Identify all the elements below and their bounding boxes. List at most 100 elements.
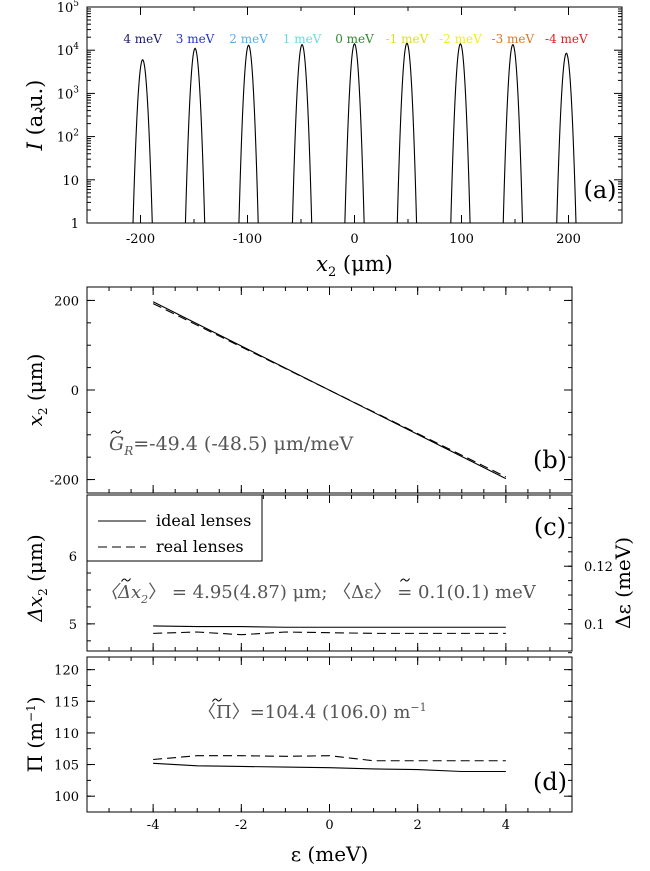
panel-a-x-axis-unit: (μm) bbox=[336, 252, 393, 276]
panel-d-annotation-tilde bbox=[212, 698, 222, 702]
panel-a-y-tick-label: 10 bbox=[62, 174, 79, 189]
panel-a-series-label: -4 meV bbox=[545, 32, 588, 46]
panel-b-annotation-tilde bbox=[110, 430, 122, 434]
panel-c-y-axis-title: Δx2 (μm) bbox=[23, 534, 50, 622]
panel-c-letter: (c) bbox=[534, 513, 566, 541]
panel-a-y-tick-base: 10 bbox=[62, 174, 79, 189]
panel-d-annotation-text: 〈Π〉=104.4 (106.0) m bbox=[198, 702, 410, 723]
panel-d-x-tick-label: -2 bbox=[235, 818, 248, 833]
panel-a-y-tick-base: 10 bbox=[57, 44, 74, 59]
panel-a-peak-2meV bbox=[238, 44, 259, 224]
panel-d-x-tick-label: -4 bbox=[147, 818, 160, 833]
panel-c-annotation-sub: 2 bbox=[140, 593, 148, 606]
panel-a-y-tick-label: 105 bbox=[57, 0, 80, 16]
panel-a-y-tick-base: 10 bbox=[57, 87, 74, 102]
panel-a-series-label: 3 meV bbox=[176, 32, 215, 46]
panel-d-y-tick-label: 120 bbox=[54, 664, 79, 679]
panel-a-y-tick-exp: 5 bbox=[73, 0, 79, 9]
panel-c-y2-tick-label: 0.1 bbox=[584, 618, 605, 633]
panel-c-y-tick-label: 5 bbox=[69, 618, 77, 633]
panel-d-y-axis-title: Π (m−1) bbox=[23, 696, 47, 772]
panel-a-y-axis-title: I (a.u.) bbox=[23, 80, 47, 152]
panel-d-annotation: 〈Π〉=104.4 (106.0) m−1 bbox=[198, 701, 427, 723]
panel-c-y-axis-unit: (μm) bbox=[23, 534, 47, 588]
panel-a-x-tick-label: -100 bbox=[233, 232, 262, 247]
panel-b-y-axis-title: x2 (μm) bbox=[23, 354, 50, 427]
panel-c-annotation-tilde bbox=[121, 578, 131, 582]
panel-c-legend-label-real: real lenses bbox=[156, 537, 244, 556]
panel-a-y-axis-var: I bbox=[23, 141, 47, 151]
panel-b-y-tick-label: 200 bbox=[54, 294, 79, 309]
panel-b-annotation: GR=-49.4 (-48.5) μm/meV bbox=[109, 433, 354, 458]
panel-a-y-tick-label: 1 bbox=[71, 217, 79, 232]
panel-c-line-dashed bbox=[153, 631, 506, 636]
panel-c-legend-box bbox=[86, 494, 263, 562]
panel-d-y-tick-label: 115 bbox=[54, 695, 79, 710]
panel-a-x-axis-sub: 2 bbox=[328, 265, 336, 280]
panel-c-y-tick-label: 6 bbox=[69, 550, 77, 565]
panel-b-line-dashed bbox=[152, 303, 507, 478]
panel-c-y-axis-var: Δx bbox=[23, 596, 47, 623]
panel-a-series-label: -2 meV bbox=[439, 32, 482, 46]
panel-b-annotation-text: =-49.4 (-48.5) μm/meV bbox=[133, 433, 353, 455]
panel-a-series-label: 0 meV bbox=[335, 32, 374, 46]
panel-d-x-tick-label: 2 bbox=[414, 818, 422, 833]
panel-b-y-tick-label: 0 bbox=[71, 384, 79, 399]
panel-a-y-axis-unit: (a.u.) bbox=[23, 80, 47, 142]
panel-d-annotation-exp: −1 bbox=[410, 701, 426, 714]
panel-a-y-tick-base: 1 bbox=[71, 217, 79, 232]
panel-a-series-label: 4 meV bbox=[123, 32, 162, 46]
panel-c-annotation: 〈Δx2〉 = 4.95(4.87) μm; 〈Δε〉 = 0.1(0.1) m… bbox=[100, 582, 537, 606]
panel-a-y-axis-tilde bbox=[34, 107, 46, 111]
panel-a-series-label: -1 meV bbox=[386, 32, 429, 46]
panel-a-series-label: 2 meV bbox=[229, 32, 268, 46]
panel-a-y-tick-base: 10 bbox=[57, 131, 74, 146]
panel-d-y-axis-var: Π bbox=[23, 755, 47, 772]
panel-a-peak-3meV bbox=[184, 47, 206, 224]
panel-d-frame bbox=[86, 656, 573, 813]
panel-c-legend-label-ideal: ideal lenses bbox=[156, 511, 251, 530]
panel-d-x-axis-title: ε (meV) bbox=[291, 842, 369, 866]
panel-a-x-tick-label: 0 bbox=[350, 232, 358, 247]
panel-d-y-tick-label: 105 bbox=[54, 759, 79, 774]
panel-b-y-axis-sub: 2 bbox=[36, 408, 50, 416]
panel-a-x-tick-label: 100 bbox=[449, 232, 474, 247]
panel-b-y-axis-unit: (μm) bbox=[23, 354, 47, 408]
panel-a-peak--1meV bbox=[396, 42, 418, 224]
panel-c-annotation-tilde-eps bbox=[400, 578, 410, 582]
panel-b-annotation-sub: R bbox=[123, 444, 133, 458]
panel-d-x-tick-label: 0 bbox=[325, 818, 333, 833]
panel-c-y2-tick-label: 0.12 bbox=[584, 560, 613, 575]
panel-a-peak--2meV bbox=[450, 43, 471, 224]
panel-a-letter: (a) bbox=[583, 176, 616, 204]
panel-c-y2-axis-title: Δε (meV) bbox=[611, 537, 635, 629]
panel-b-letter: (b) bbox=[533, 446, 567, 474]
panel-d-y-axis-unit: (m bbox=[23, 722, 47, 755]
panel-a-y-tick-exp: 3 bbox=[73, 85, 79, 95]
panel-a-x-axis-var: x bbox=[316, 252, 328, 276]
panel-a-y-tick-base: 10 bbox=[57, 1, 74, 16]
panel-a-peak-4meV bbox=[132, 59, 153, 224]
panel-b-annotation-symbol: G bbox=[109, 433, 124, 455]
panel-a-y-tick-exp: 4 bbox=[73, 42, 79, 52]
panel-d-y-tick-label: 110 bbox=[54, 727, 79, 742]
panel-c-annotation-right: 〉 = 4.95(4.87) μm; 〈Δε〉 = 0.1(0.1) meV bbox=[148, 582, 537, 603]
panel-a-series-label: -3 meV bbox=[492, 32, 535, 46]
panel-a-series-label: 1 meV bbox=[283, 32, 322, 46]
panel-d-y-axis-exp: −1 bbox=[24, 704, 38, 722]
panel-a-peak-0meV bbox=[344, 43, 365, 224]
panel-d-x-tick-label: 4 bbox=[502, 818, 510, 833]
panel-a-y-tick-label: 104 bbox=[57, 42, 80, 59]
panel-c-annotation-left: 〈Δx bbox=[100, 582, 141, 603]
panel-a-y-tick-exp: 2 bbox=[73, 129, 79, 139]
panel-a-x-tick-label: 200 bbox=[556, 232, 581, 247]
panel-a-peak--3meV bbox=[502, 43, 524, 224]
panel-d-letter: (d) bbox=[533, 768, 567, 796]
panel-a-peak-1meV bbox=[291, 43, 313, 224]
panel-c-y-axis-sub: 2 bbox=[36, 588, 50, 596]
panel-d-y-axis-close: ) bbox=[23, 696, 47, 704]
panel-a-x-tick-label: -200 bbox=[126, 232, 155, 247]
panel-d-line-solid bbox=[153, 762, 506, 773]
panel-a-x-axis-title: x2 (μm) bbox=[316, 252, 393, 280]
